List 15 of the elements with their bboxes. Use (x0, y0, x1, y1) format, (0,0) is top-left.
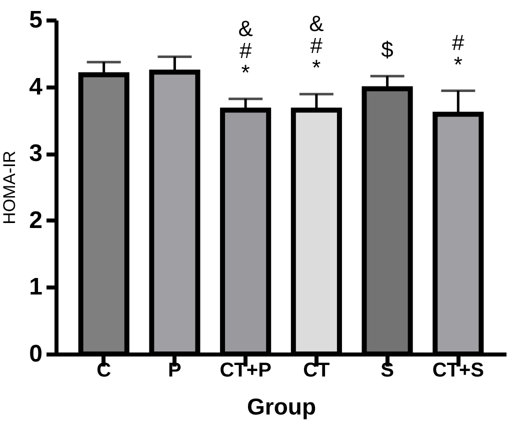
annotation: & # * (238, 16, 254, 85)
x-axis-title: Group (247, 394, 316, 420)
y-tick-label: 3 (29, 140, 42, 168)
y-tick-label: 5 (29, 6, 42, 34)
annotation: & # * (309, 11, 324, 80)
y-tick-label: 0 (29, 340, 42, 368)
x-tick-label: CT (303, 360, 330, 382)
annotation: # * (452, 30, 466, 77)
x-tick-label: CT+P (220, 360, 272, 382)
y-tick-label: 4 (29, 73, 44, 100)
x-tick-label: CT+S (432, 360, 484, 382)
y-axis-title: HOMA-IR (0, 150, 20, 224)
y-tick-label: 1 (29, 274, 42, 301)
y-tick-label: 2 (29, 206, 42, 234)
annotation: $ (381, 37, 394, 62)
